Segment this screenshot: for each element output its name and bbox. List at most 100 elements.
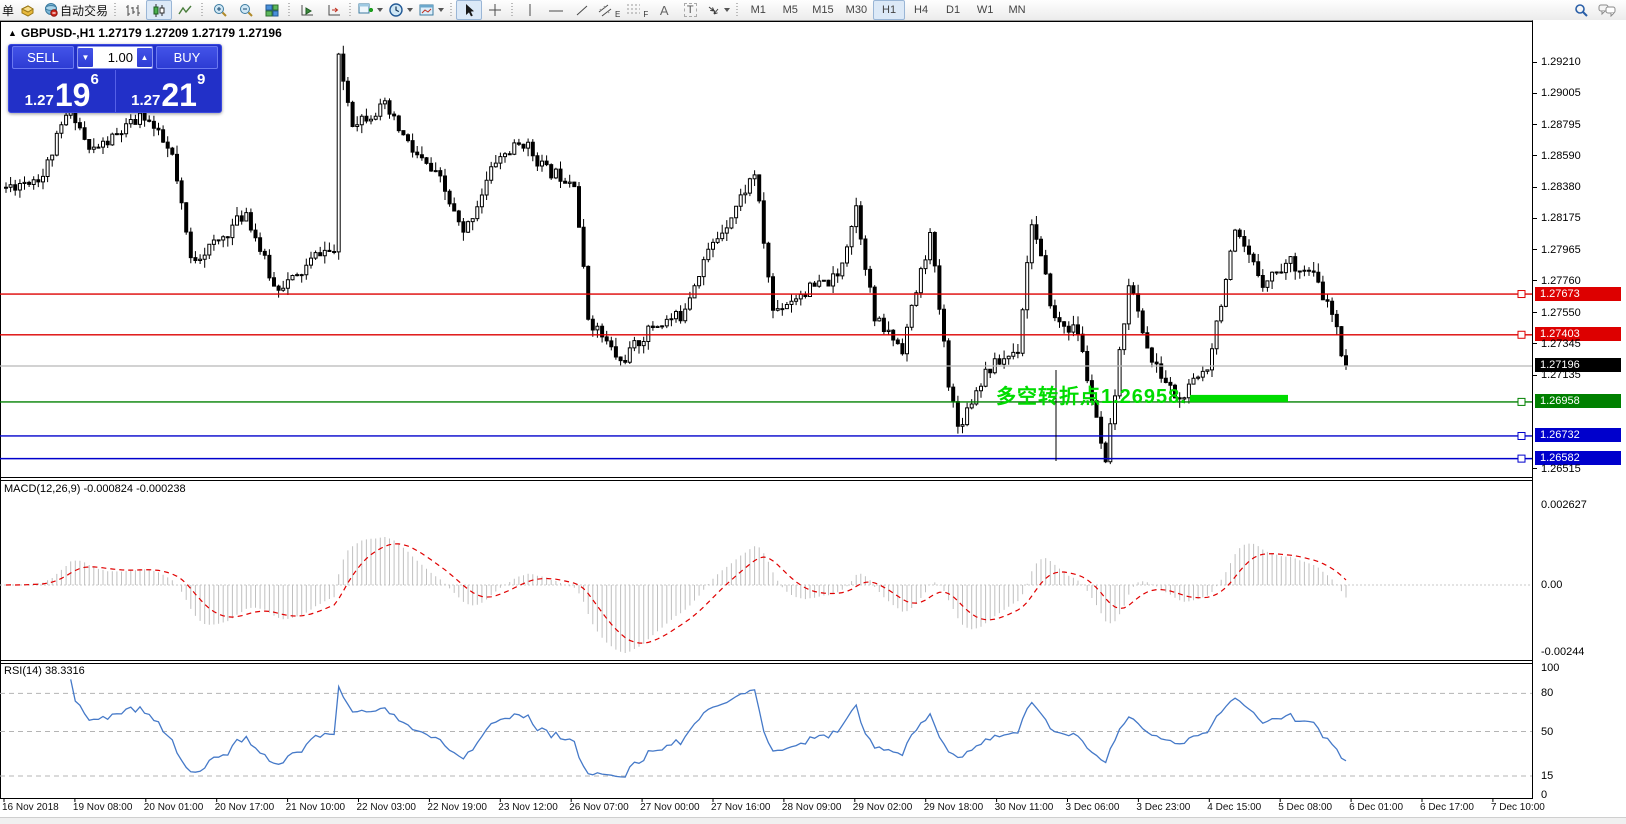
buy-price-button[interactable]: 1.27 21 9 xyxy=(116,70,222,112)
chat-button[interactable] xyxy=(1594,0,1620,20)
tile-windows-icon xyxy=(265,4,279,16)
date-axis-label: 22 Nov 03:00 xyxy=(356,802,417,813)
line-chart-icon xyxy=(178,5,192,14)
price-axis-label: 1.28380 xyxy=(1541,181,1581,194)
auto-scroll-button[interactable] xyxy=(294,0,320,20)
date-axis-label: 28 Nov 09:00 xyxy=(781,802,842,813)
status-bar xyxy=(0,817,1626,824)
search-button[interactable] xyxy=(1568,0,1594,20)
volume-spinner: ▼ ▲ xyxy=(77,46,153,69)
price-tick xyxy=(1533,374,1537,376)
date-axis-label: 22 Nov 19:00 xyxy=(427,802,487,813)
one-click-trade-panel: SELL ▼ ▲ BUY 1.27 19 6 1.27 21 9 xyxy=(8,44,222,113)
candlestick-mode-button[interactable] xyxy=(146,0,173,20)
date-axis-label: 30 Nov 11:00 xyxy=(994,802,1054,813)
sell-price-big: 19 xyxy=(54,76,91,113)
price-axis[interactable]: 1.27673 1.27403 1.26958 1.26732 1.26582 1.271… xyxy=(1533,20,1626,801)
timeframe-h1[interactable]: H1 xyxy=(873,0,906,20)
chart-shift-button[interactable] xyxy=(320,0,346,20)
date-axis-label: 16 Nov 2018 xyxy=(2,802,59,813)
volume-input[interactable] xyxy=(93,50,137,65)
rsi-indicator-label: RSI(14) 38.3316 xyxy=(4,665,85,677)
toolbar-grip xyxy=(348,3,354,17)
date-axis-label: 19 Nov 08:00 xyxy=(72,802,133,813)
timeframe-h4[interactable]: H4 xyxy=(914,4,929,16)
bar-chart-mode-button[interactable] xyxy=(120,0,146,20)
sell-price-button[interactable]: 1.27 19 6 xyxy=(9,70,116,112)
collapse-triangle-icon[interactable]: ▲ xyxy=(8,28,17,38)
equidistant-channel-tool-button[interactable]: E xyxy=(595,0,623,20)
new-order-button[interactable] xyxy=(14,0,40,20)
timeframe-d1[interactable]: D1 xyxy=(946,4,961,16)
toolbar-grip xyxy=(287,3,293,17)
volume-decrease-button[interactable]: ▼ xyxy=(78,48,93,67)
fibonacci-tool-button[interactable]: F xyxy=(623,0,651,20)
text-t-icon: T xyxy=(683,3,697,17)
date-axis-label: 29 Nov 02:00 xyxy=(852,802,913,813)
price-tick xyxy=(1533,249,1537,251)
sell-price-prefix: 1.27 xyxy=(24,92,54,109)
new-order-label[interactable]: 单 xyxy=(2,3,15,18)
buy-button[interactable]: BUY xyxy=(156,46,218,69)
price-axis-label: 1.28795 xyxy=(1541,118,1581,131)
chart-shift-icon xyxy=(328,4,340,15)
text-a-icon: A xyxy=(659,2,669,18)
toolbar-grip xyxy=(510,3,516,17)
clock-icon xyxy=(389,3,403,17)
sell-button[interactable]: SELL xyxy=(12,46,74,69)
dropdown-arrow-icon xyxy=(724,8,731,12)
horizontal-line-tool-button[interactable] xyxy=(543,0,569,20)
volume-increase-button[interactable]: ▲ xyxy=(137,48,152,67)
price-tick xyxy=(1533,312,1537,314)
price-line-badge: 1.26732 xyxy=(1535,428,1621,443)
zoom-out-button[interactable] xyxy=(233,0,259,20)
price-tick xyxy=(1533,186,1537,188)
timeframe-m15[interactable]: M15 xyxy=(812,4,834,16)
price-axis-label: 1.27135 xyxy=(1541,369,1581,382)
indicators-button[interactable] xyxy=(355,0,386,20)
timeframe-mn[interactable]: MN xyxy=(1008,4,1026,16)
line-chart-mode-button[interactable] xyxy=(172,0,198,20)
vertical-line-tool-button[interactable] xyxy=(517,0,543,20)
text-label-tool-button[interactable]: T xyxy=(677,0,703,20)
text-tool-button[interactable]: A xyxy=(651,0,677,20)
crosshair-tool-button[interactable] xyxy=(482,0,508,20)
dropdown-arrow-icon xyxy=(438,8,445,12)
periods-button[interactable] xyxy=(386,0,416,20)
templates-button[interactable] xyxy=(416,0,447,20)
price-tick xyxy=(1533,217,1537,219)
toolbar-grip xyxy=(735,3,741,17)
current-price-badge: 1.27196 xyxy=(1535,358,1621,373)
date-axis-label: 4 Dec 15:00 xyxy=(1207,802,1262,813)
price-axis-label: 1.29210 xyxy=(1541,56,1581,69)
date-axis-label: 20 Nov 01:00 xyxy=(143,802,204,813)
timeframe-m5[interactable]: M5 xyxy=(782,4,798,16)
timeframe-group: M1 M5 M15 M30 H1 H4 D1 W1 MN xyxy=(742,0,1033,20)
autotrading-icon xyxy=(45,3,58,17)
date-axis-label: 7 Dec 10:00 xyxy=(1490,802,1545,813)
zoom-in-button[interactable] xyxy=(207,0,233,20)
price-tick xyxy=(1533,343,1537,345)
timeframe-m1[interactable]: M1 xyxy=(750,4,766,16)
tile-windows-button[interactable] xyxy=(259,0,285,20)
price-line-badge: 1.26582 xyxy=(1535,451,1621,466)
trendline-tool-button[interactable] xyxy=(569,0,595,20)
chart-text-annotation[interactable]: 多空转折点1.26958. xyxy=(996,386,1187,408)
date-axis-label: 3 Dec 23:00 xyxy=(1136,802,1191,813)
timeframe-m30[interactable]: M30 xyxy=(845,4,868,16)
rsi-scale-label: 80 xyxy=(1541,687,1554,700)
price-axis-label: 1.28590 xyxy=(1541,149,1581,162)
arrows-tool-button[interactable] xyxy=(703,0,733,20)
autotrading-button[interactable]: 自动交易 xyxy=(40,0,111,20)
price-tick xyxy=(1533,92,1537,94)
cursor-tool-button[interactable] xyxy=(456,0,483,20)
price-line-badge: 1.26958 xyxy=(1535,394,1621,409)
price-line-badge: 1.27403 xyxy=(1535,327,1621,342)
timeframe-w1[interactable]: W1 xyxy=(976,4,994,16)
autotrading-label: 自动交易 xyxy=(60,3,109,18)
cursor-icon xyxy=(466,4,475,17)
trade-panel-price-row: 1.27 19 6 1.27 21 9 xyxy=(9,70,221,112)
time-axis[interactable]: 16 Nov 2018 19 Nov 08:00 20 Nov 01:00 20 No… xyxy=(0,802,1626,816)
